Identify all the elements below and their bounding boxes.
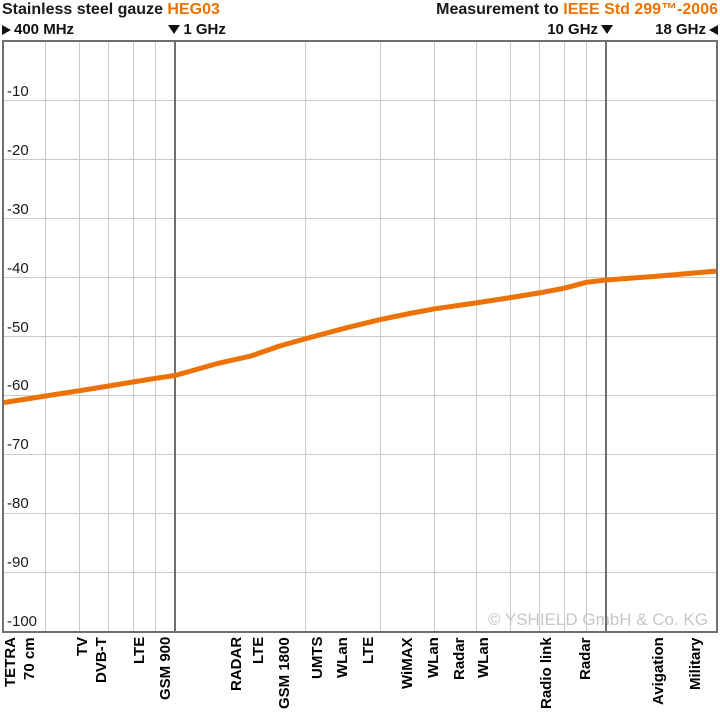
- grid-line-v: [510, 42, 511, 631]
- freq-marker-1-ghz: 1 GHz: [168, 21, 226, 38]
- freq-marker-400-mhz: 400 MHz: [2, 21, 74, 38]
- grid-line-h: [4, 159, 716, 161]
- x-category-label-line: Military: [686, 637, 704, 690]
- x-category-label-line: 70 cm: [21, 637, 38, 680]
- grid-line-v: [475, 42, 477, 631]
- x-category-label: WLan: [424, 637, 443, 719]
- measurement-standard: Measurement to IEEE Std 299™-2006: [436, 1, 718, 19]
- x-category-label: GSM 1800: [275, 637, 294, 719]
- x-category-label-line: Avigation: [649, 637, 667, 705]
- freq-marker-18-ghz: 18 GHz: [655, 21, 718, 38]
- frequency-marker-row: 400 MHz 1 GHz 10 GHz 18 GHz: [0, 20, 720, 39]
- attenuation-chart: © YSHIELD GmbH & Co. KG -10 -20 -30 -40 -50 -…: [2, 40, 718, 633]
- grid-line-h: [4, 571, 716, 573]
- grid-line-h: [4, 218, 716, 220]
- x-category-label-line: WLan: [474, 637, 492, 678]
- x-category-label: Avigation: [649, 637, 668, 719]
- standard-name: IEEE Std 299™-2006: [563, 1, 718, 18]
- y-tick-label: -80: [7, 495, 29, 513]
- x-category-label: UMTS: [308, 637, 327, 719]
- x-category-label-line: GSM 1800: [275, 637, 293, 709]
- grid-line-v: [538, 42, 540, 631]
- x-category-label: Military: [686, 637, 705, 719]
- x-category-label-line: UMTS: [308, 637, 326, 680]
- x-category-label-line: LTE: [359, 637, 377, 665]
- x-category-label-line: WLan: [333, 637, 351, 678]
- x-category-label: LTE: [249, 637, 268, 719]
- grid-line-v: [155, 42, 157, 631]
- grid-line-v-major: [174, 42, 177, 631]
- triangle-down-icon: [601, 25, 614, 34]
- grid-line-h: [4, 100, 716, 102]
- y-tick-label: -100: [7, 613, 38, 630]
- x-category-label: WLan: [333, 637, 352, 719]
- grid-line-h: [4, 277, 716, 279]
- triangle-left-icon: [709, 24, 718, 35]
- y-tick-label: -40: [7, 259, 29, 277]
- page-title-text: Stainless steel gauze: [2, 1, 168, 18]
- x-category-label-line: TETRA: [2, 637, 19, 687]
- grid-line-v: [45, 42, 47, 631]
- grid-line-v: [133, 42, 135, 631]
- y-tick-label: -50: [7, 318, 29, 336]
- freq-marker-label: 400 MHz: [14, 21, 75, 38]
- page-title: Stainless steel gauze HEG03: [2, 1, 220, 19]
- measurement-standard-text: Measurement to: [436, 1, 564, 18]
- freq-marker-label: 10 GHz: [547, 21, 599, 38]
- x-category-label: LTE: [359, 637, 378, 719]
- y-tick-label: -10: [7, 82, 29, 100]
- grid-line-h: [4, 453, 716, 455]
- grid-line-h: [4, 336, 716, 337]
- x-category-label-line: TV: [73, 637, 91, 657]
- x-category-label-line: DVB-T: [92, 637, 110, 683]
- triangle-down-icon: [168, 25, 181, 34]
- header-row: Stainless steel gauze HEG03 Measurement …: [2, 0, 718, 20]
- x-category-label: GSM 900: [156, 637, 175, 719]
- x-category-label: RADAR: [227, 637, 246, 719]
- x-category-label: WLan: [474, 637, 493, 719]
- x-category-label: LTE: [130, 637, 149, 719]
- y-tick-label: -70: [7, 436, 29, 454]
- freq-marker-10-ghz: 10 GHz: [547, 21, 614, 38]
- x-category-label: Radio link: [537, 637, 556, 719]
- x-category-label-line: RADAR: [227, 637, 245, 692]
- grid-line-v: [563, 42, 565, 631]
- x-category-label: WiMAX: [398, 637, 417, 719]
- grid-line-h: [4, 394, 716, 396]
- x-category-label: TV: [73, 637, 92, 719]
- watermark: © YSHIELD GmbH & Co. KG: [487, 610, 708, 629]
- x-category-label-line: GSM 900: [156, 637, 174, 701]
- y-tick-label: -20: [7, 141, 29, 159]
- grid-line-v: [585, 42, 587, 631]
- x-category-label-line: Radar: [450, 637, 468, 680]
- grid-line-v: [434, 42, 436, 631]
- x-category-label: Radar: [576, 637, 595, 719]
- x-category-label-line: LTE: [249, 637, 267, 665]
- x-category-label: TETRA 70 cm: [1, 637, 39, 719]
- y-tick-label: -90: [7, 554, 29, 572]
- y-tick-label: -60: [7, 377, 29, 395]
- x-category-label: Radar: [450, 637, 469, 719]
- x-category-label-line: LTE: [130, 637, 148, 665]
- y-tick-label: -30: [7, 200, 29, 218]
- product-code: HEG03: [167, 1, 220, 18]
- grid-line-h: [4, 512, 716, 514]
- grid-line-v: [79, 42, 81, 631]
- grid-line-v-major: [605, 42, 608, 631]
- x-category-label-line: WiMAX: [398, 637, 416, 689]
- grid-line-v: [108, 42, 110, 631]
- triangle-right-icon: [2, 24, 11, 35]
- x-category-label-line: Radar: [576, 637, 594, 680]
- freq-marker-label: 18 GHz: [655, 21, 706, 38]
- attenuation-curve: [4, 268, 716, 405]
- x-category-label-line: WLan: [424, 637, 442, 678]
- x-category-label: DVB-T: [92, 637, 111, 719]
- freq-marker-label: 1 GHz: [183, 21, 226, 38]
- x-category-label-line: Radio link: [537, 637, 555, 709]
- grid-line-v: [380, 42, 382, 631]
